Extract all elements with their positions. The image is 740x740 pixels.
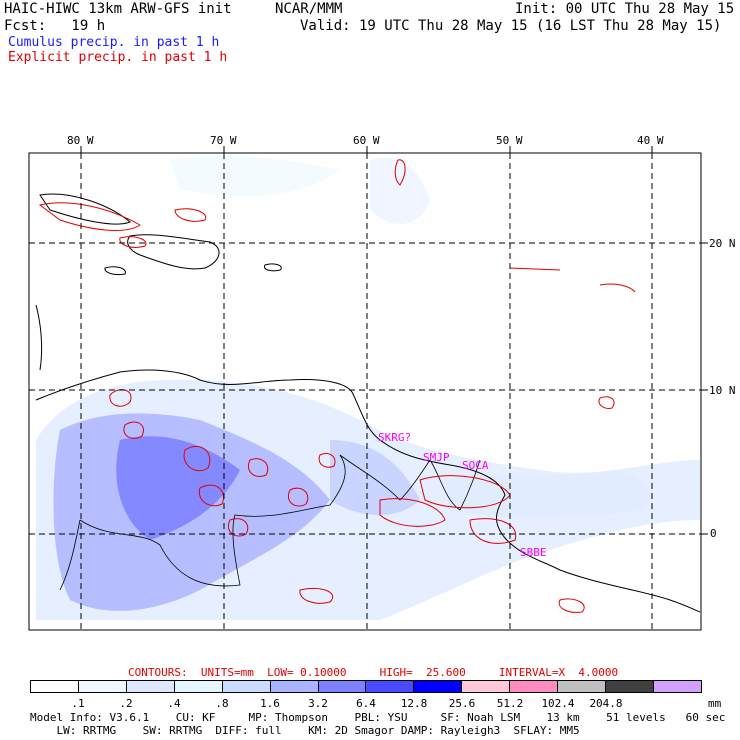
- colorbar-tick-label: 6.4: [356, 697, 376, 710]
- lon-label: 60 W: [353, 134, 380, 147]
- org-label: NCAR/MMM: [275, 1, 343, 17]
- colorbar-swatch: [366, 681, 415, 692]
- lon-label: 40 W: [637, 134, 664, 147]
- lat-label: 20 N: [709, 237, 736, 250]
- colorbar-tick-label: .2: [119, 697, 133, 710]
- colorbar-swatch: [653, 681, 701, 692]
- lon-label: 80 W: [67, 134, 94, 147]
- colorbar-tick-label: 25.6: [448, 697, 476, 710]
- model-info-line1: Model Info: V3.6.1 CU: KF MP: Thompson P…: [30, 711, 726, 724]
- contour-info: CONTOURS: UNITS=mm LOW= 0.10000 HIGH= 25…: [128, 666, 619, 679]
- colorbar-swatch: [510, 681, 559, 692]
- explicit-legend: Explicit precip. in past 1 h: [8, 50, 228, 65]
- station-label: SBBE: [520, 546, 547, 559]
- cumulus-precip-shading: [36, 155, 700, 620]
- colorbar-tick-label: .1: [71, 697, 85, 710]
- colorbar-tick-label: .4: [167, 697, 181, 710]
- coastlines: [35, 193, 701, 613]
- colorbar-swatch: [78, 681, 127, 692]
- colorbar-swatch: [462, 681, 511, 692]
- colorbar-swatch: [126, 681, 175, 692]
- lon-label: 50 W: [496, 134, 523, 147]
- colorbar-swatch: [31, 681, 79, 692]
- colorbar-swatch: [414, 681, 463, 692]
- model-info-line2: LW: RRTMG SW: RRTMG DIFF: full KM: 2D Sm…: [30, 724, 580, 737]
- colorbar-tick-label: 12.8: [400, 697, 428, 710]
- forecast-hour: Fcst: 19 h: [4, 18, 106, 34]
- colorbar-swatch: [222, 681, 271, 692]
- colorbar-swatch: [558, 681, 607, 692]
- colorbar-swatch: [318, 681, 367, 692]
- colorbar: [30, 680, 702, 693]
- lon-label: 70 W: [210, 134, 237, 147]
- station-label: SMJP: [423, 451, 450, 464]
- colorbar-tick-label: 102.4: [541, 697, 575, 710]
- lat-lon-grid: [29, 153, 701, 630]
- station-label: SOCA: [462, 459, 489, 472]
- colorbar-tick-label: 3.2: [308, 697, 328, 710]
- map-frame: [28, 152, 702, 631]
- colorbar-tick-label: .8: [215, 697, 229, 710]
- lat-label: 10 N: [709, 384, 736, 397]
- colorbar-tick-label: 1.6: [260, 697, 280, 710]
- station-label: SKRG?: [378, 431, 412, 444]
- country-borders: [59, 454, 481, 591]
- colorbar-unit: mm: [708, 697, 722, 710]
- init-time: Init: 00 UTC Thu 28 May 15: [515, 1, 735, 17]
- valid-time: Valid: 19 UTC Thu 28 May 15 (16 LST Thu …: [300, 18, 722, 34]
- colorbar-swatch: [270, 681, 319, 692]
- colorbar-tick-label: 51.2: [496, 697, 524, 710]
- colorbar-tick-label: 204.8: [589, 697, 623, 710]
- cumulus-legend: Cumulus precip. in past 1 h: [8, 35, 220, 50]
- axis-ticks: [80, 146, 708, 535]
- lat-label: 0: [710, 527, 717, 540]
- colorbar-swatch: [174, 681, 223, 692]
- model-title: HAIC-HIWC 13km ARW-GFS init: [4, 1, 232, 17]
- colorbar-swatch: [606, 681, 654, 692]
